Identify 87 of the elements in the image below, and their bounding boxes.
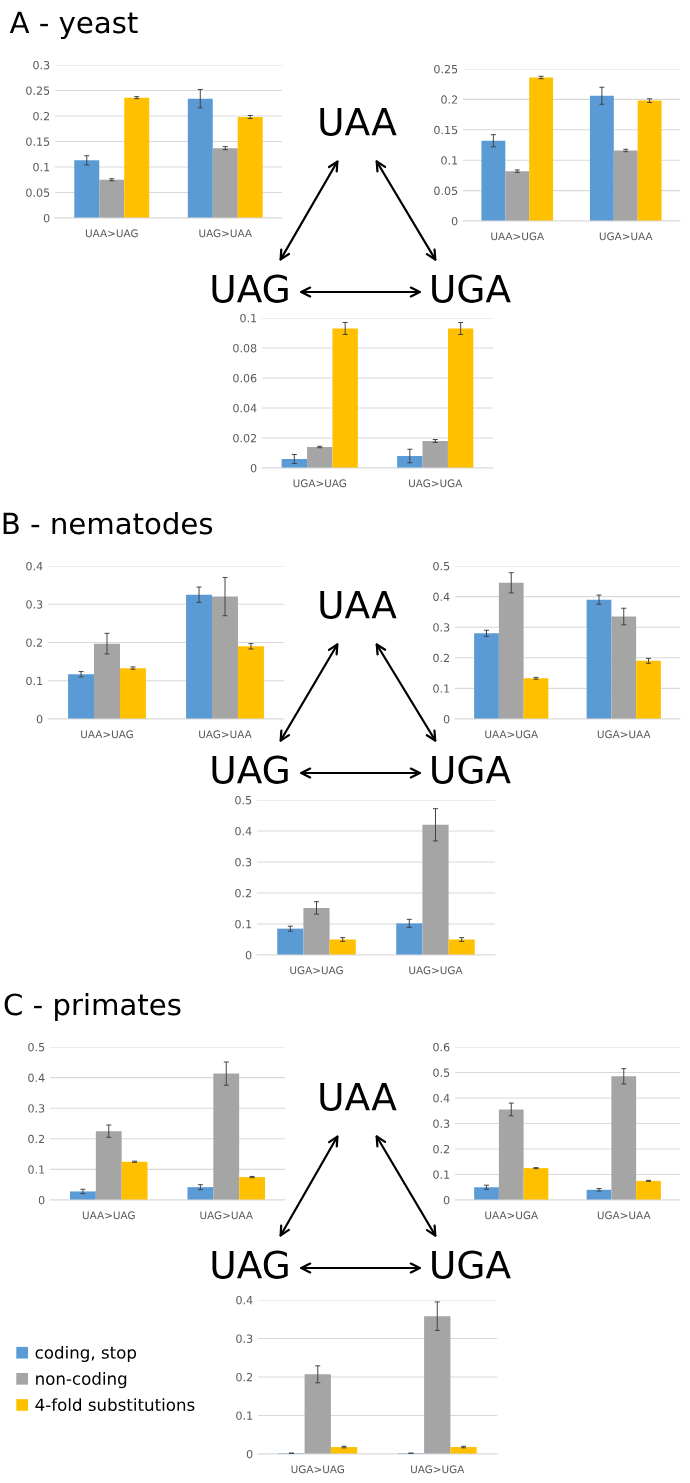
chart-title: B - nematodes xyxy=(3,511,213,535)
x-tick-label: UGA>UAG xyxy=(290,966,343,975)
text: UGA xyxy=(432,755,511,784)
y-tick-label: 0.3 xyxy=(433,623,450,632)
x-tick-label: UAG>UAA xyxy=(200,1211,253,1220)
y-tick-label: 0.3 xyxy=(26,600,43,609)
y-tick-label: 0.3 xyxy=(28,1104,45,1113)
text: UAA xyxy=(320,591,397,619)
x-tick-label: UAG>UAA xyxy=(199,730,252,739)
y-tick-label: 0 xyxy=(245,950,252,960)
x-tick-label: UAA>UGA xyxy=(485,730,539,739)
x-tick-label: UGA>UAA xyxy=(597,730,651,739)
text: UAA xyxy=(320,108,397,136)
x-tick-label: UGA>UAG xyxy=(293,479,346,488)
y-tick-label: 0.2 xyxy=(26,638,43,647)
x-tick-label: UGA>UAA xyxy=(597,1211,651,1220)
y-tick-label: 0.1 xyxy=(441,156,458,165)
x-tick-label: UAG>UGA xyxy=(409,479,463,488)
y-tick-label: 0.06 xyxy=(233,373,257,383)
y-tick-label: 0.15 xyxy=(434,125,458,135)
chart-title: A - yeast xyxy=(9,11,138,40)
y-tick-label: 0.4 xyxy=(433,592,450,601)
y-tick-label: 0.3 xyxy=(33,60,50,70)
y-tick-label: 0.1 xyxy=(235,919,252,929)
y-tick-label: 0.4 xyxy=(28,1073,45,1082)
x-tick-label: UAG>UAA xyxy=(199,229,252,238)
y-tick-label: 0.5 xyxy=(433,561,450,571)
x-tick-label: UAA>UAG xyxy=(85,229,138,238)
x-tick-label: UGA>UAA xyxy=(599,232,653,241)
y-tick-label: 0 xyxy=(38,1195,45,1205)
y-tick-label: 0.2 xyxy=(33,111,50,121)
y-tick-label: 0.2 xyxy=(441,95,458,104)
x-tick-label: UAA>UGA xyxy=(485,1211,539,1220)
x-tick-label: UGA>UAG xyxy=(291,1465,344,1474)
y-tick-label: 0.1 xyxy=(433,684,450,693)
y-tick-label: 0 xyxy=(246,1449,253,1459)
text: UAA xyxy=(320,1083,397,1111)
y-tick-label: 0 xyxy=(250,463,257,473)
y-tick-label: 0.05 xyxy=(26,188,50,197)
x-tick-label: UAA>UAG xyxy=(82,1211,135,1220)
y-tick-label: 0.6 xyxy=(433,1042,450,1052)
text: UAG xyxy=(212,755,288,784)
y-tick-label: 0.1 xyxy=(28,1165,45,1174)
y-tick-label: 0.25 xyxy=(26,86,50,95)
y-tick-label: 0.5 xyxy=(235,795,252,805)
x-tick-label: UAG>UGA xyxy=(411,1465,465,1474)
y-tick-label: 0.5 xyxy=(28,1042,45,1052)
y-tick-label: 0.05 xyxy=(434,186,458,195)
y-tick-label: 0.5 xyxy=(433,1068,450,1077)
y-tick-label: 0 xyxy=(443,1195,450,1205)
x-tick-label: UAA>UAG xyxy=(81,730,133,739)
y-tick-label: 0.4 xyxy=(26,561,43,571)
y-tick-label: 0.02 xyxy=(233,433,257,443)
y-tick-label: 0.4 xyxy=(433,1093,450,1103)
text: UAG xyxy=(212,1250,288,1279)
y-tick-label: 0.04 xyxy=(233,403,257,413)
y-tick-label: 0.4 xyxy=(236,1295,253,1305)
y-tick-label: 0 xyxy=(36,714,43,724)
y-tick-label: 0 xyxy=(43,213,50,223)
text: UAG xyxy=(212,274,288,303)
y-tick-label: 0.2 xyxy=(28,1134,45,1144)
y-tick-label: 0.1 xyxy=(33,162,50,172)
y-tick-label: 0 xyxy=(451,216,458,226)
y-tick-label: 0.3 xyxy=(433,1119,450,1128)
y-tick-label: 0.1 xyxy=(240,313,257,323)
y-tick-label: 0.2 xyxy=(236,1372,253,1382)
y-tick-label: 0.3 xyxy=(236,1334,253,1343)
y-tick-label: 0 xyxy=(443,714,450,724)
y-tick-label: 0.2 xyxy=(433,1144,450,1154)
y-tick-label: 0.1 xyxy=(236,1411,253,1420)
legend-label: coding, stop xyxy=(35,1345,137,1363)
legend-label: non-coding xyxy=(36,1372,127,1389)
text: UGA xyxy=(432,274,511,303)
y-tick-label: 0.25 xyxy=(434,64,458,74)
y-tick-label: 0.2 xyxy=(433,653,450,663)
y-tick-label: 0.3 xyxy=(235,857,252,867)
y-tick-label: 0.2 xyxy=(235,888,252,898)
y-tick-label: 0.1 xyxy=(433,1170,450,1179)
legend-label: 4-fold substitutions xyxy=(35,1398,195,1412)
chart-title: C - primates xyxy=(4,992,181,1022)
x-tick-label: UAA>UGA xyxy=(491,232,545,241)
y-tick-label: 0.15 xyxy=(26,137,50,146)
y-tick-label: 0.1 xyxy=(26,676,43,686)
text: UGA xyxy=(432,1250,511,1279)
y-tick-label: 0.4 xyxy=(235,826,252,836)
y-tick-label: 0.08 xyxy=(233,343,257,353)
x-tick-label: UAG>UGA xyxy=(409,966,463,975)
